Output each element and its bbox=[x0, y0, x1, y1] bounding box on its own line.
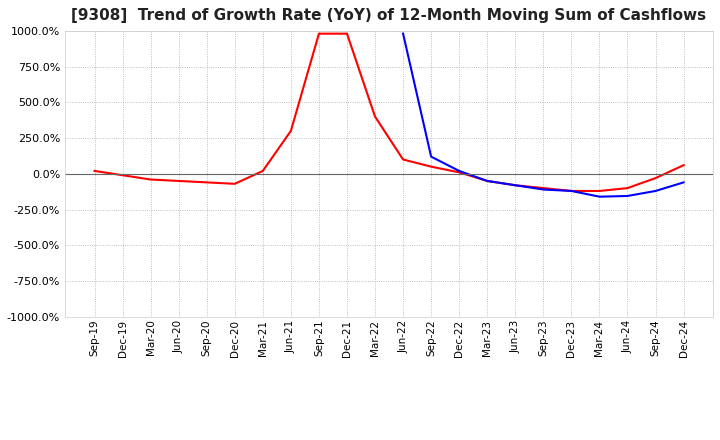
Operating Cashflow bbox=[343, 31, 351, 36]
Free Cashflow bbox=[399, 31, 408, 36]
Operating Cashflow bbox=[624, 186, 632, 191]
Operating Cashflow bbox=[287, 128, 295, 133]
Free Cashflow bbox=[511, 183, 520, 188]
Line: Operating Cashflow: Operating Cashflow bbox=[94, 33, 683, 191]
Operating Cashflow bbox=[202, 180, 211, 185]
Line: Free Cashflow: Free Cashflow bbox=[403, 33, 683, 197]
Operating Cashflow bbox=[118, 172, 127, 178]
Free Cashflow bbox=[539, 187, 548, 192]
Free Cashflow bbox=[651, 188, 660, 194]
Operating Cashflow bbox=[230, 181, 239, 187]
Free Cashflow bbox=[595, 194, 604, 199]
Operating Cashflow bbox=[146, 177, 155, 182]
Operating Cashflow bbox=[455, 170, 464, 175]
Operating Cashflow bbox=[567, 188, 576, 194]
Operating Cashflow bbox=[483, 178, 492, 183]
Free Cashflow bbox=[679, 180, 688, 185]
Operating Cashflow bbox=[427, 164, 436, 169]
Free Cashflow bbox=[567, 188, 576, 194]
Operating Cashflow bbox=[315, 31, 323, 36]
Title: [9308]  Trend of Growth Rate (YoY) of 12-Month Moving Sum of Cashflows: [9308] Trend of Growth Rate (YoY) of 12-… bbox=[71, 7, 706, 23]
Operating Cashflow bbox=[595, 188, 604, 194]
Operating Cashflow bbox=[371, 114, 379, 119]
Operating Cashflow bbox=[539, 186, 548, 191]
Operating Cashflow bbox=[90, 168, 99, 173]
Operating Cashflow bbox=[679, 162, 688, 168]
Free Cashflow bbox=[455, 168, 464, 173]
Operating Cashflow bbox=[399, 157, 408, 162]
Operating Cashflow bbox=[651, 176, 660, 181]
Free Cashflow bbox=[624, 193, 632, 198]
Operating Cashflow bbox=[511, 183, 520, 188]
Free Cashflow bbox=[483, 178, 492, 183]
Operating Cashflow bbox=[258, 168, 267, 173]
Legend: Operating Cashflow, Free Cashflow: Operating Cashflow, Free Cashflow bbox=[218, 435, 560, 440]
Free Cashflow bbox=[427, 154, 436, 159]
Operating Cashflow bbox=[174, 178, 183, 183]
